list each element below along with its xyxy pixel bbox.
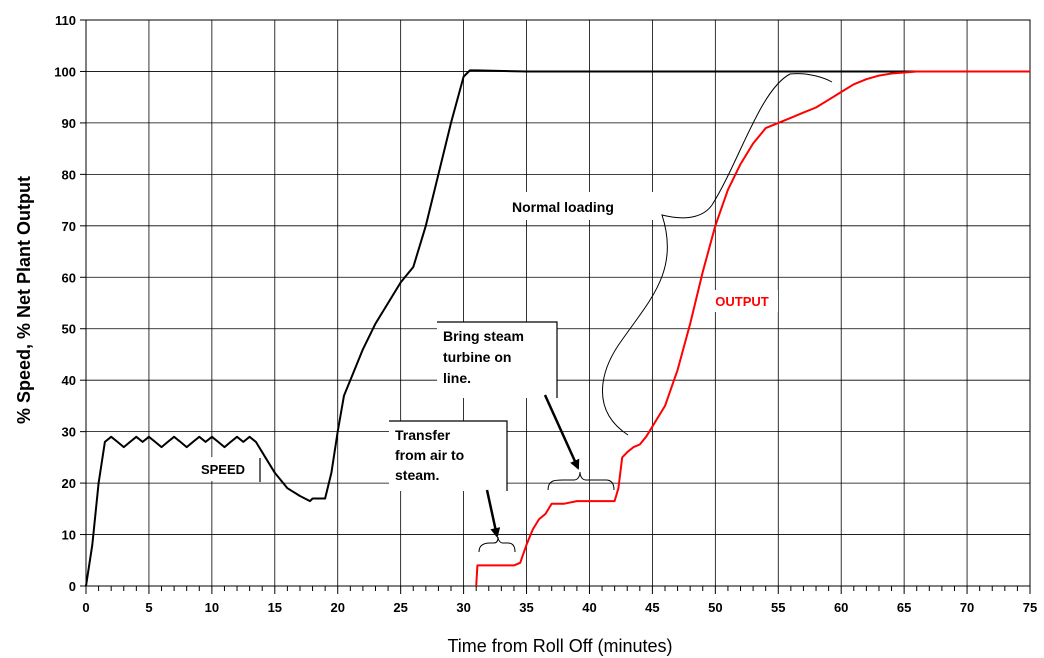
transfer-bracket bbox=[478, 536, 516, 553]
bring-steam-box-border bbox=[437, 321, 558, 398]
bring-steam-text: Bring steam bbox=[443, 328, 524, 344]
x-tick-label: 35 bbox=[519, 600, 533, 615]
y-tick-label: 20 bbox=[62, 476, 76, 491]
x-tick-label: 50 bbox=[708, 600, 722, 615]
bring-steam-box bbox=[437, 322, 557, 398]
y-axis-title: % Speed, % Net Plant Output bbox=[14, 176, 34, 424]
plot-frame bbox=[85, 19, 1031, 587]
y-tick-label: 100 bbox=[54, 64, 76, 79]
x-tick-label: 10 bbox=[205, 600, 219, 615]
y-tick-label: 30 bbox=[62, 425, 76, 440]
y-tick-label: 10 bbox=[62, 528, 76, 543]
x-tick-label: 60 bbox=[834, 600, 848, 615]
y-tick-labels: 0 10 20 30 40 50 60 70 80 90 100 110 bbox=[54, 13, 76, 594]
bring-steam-text: line. bbox=[443, 370, 471, 386]
transfer-arrow bbox=[485, 489, 501, 538]
series bbox=[85, 69, 1030, 587]
output-label-text: OUTPUT bbox=[715, 294, 769, 309]
series-output-line bbox=[475, 70, 1030, 587]
x-tick-label: 55 bbox=[771, 600, 785, 615]
x-tick-label: 25 bbox=[393, 600, 407, 615]
speed-label-text: SPEED bbox=[201, 462, 245, 477]
x-tick-label: 70 bbox=[960, 600, 974, 615]
grid bbox=[85, 19, 1031, 587]
transfer-text: steam. bbox=[395, 467, 439, 483]
x-tick-label: 20 bbox=[330, 600, 344, 615]
y-tick-label: 110 bbox=[55, 13, 76, 28]
y-tick-label: 40 bbox=[62, 373, 76, 388]
x-tick-label: 15 bbox=[268, 600, 282, 615]
y-tick-label: 80 bbox=[62, 167, 76, 182]
transfer-text: Transfer bbox=[395, 427, 451, 443]
output-label-box bbox=[706, 290, 778, 312]
x-tick-label: 0 bbox=[82, 600, 89, 615]
annotations: SPEED OUTPUT Normal loading Bring steam turb… bbox=[186, 73, 833, 553]
transfer-box-border bbox=[389, 420, 508, 491]
y-tick-label: 0 bbox=[69, 579, 76, 594]
x-axis-title: Time from Roll Off (minutes) bbox=[447, 636, 672, 656]
y-tick-label: 50 bbox=[62, 322, 76, 337]
bring-steam-bracket bbox=[547, 471, 615, 491]
y-tick-label: 70 bbox=[62, 219, 76, 234]
x-tick-label: 30 bbox=[456, 600, 470, 615]
series-speed-line bbox=[85, 69, 1030, 587]
normal-loading-text: Normal loading bbox=[512, 199, 614, 215]
bring-steam-arrow bbox=[543, 394, 580, 470]
transfer-box bbox=[389, 421, 507, 491]
x-tick-labels: 0 5 10 15 20 25 30 35 40 45 50 55 60 65 70 75 bbox=[82, 600, 1037, 615]
normal-loading-brace bbox=[602, 73, 833, 436]
x-tick-label: 75 bbox=[1023, 600, 1037, 615]
y-tick-label: 90 bbox=[62, 116, 76, 131]
normal-loading-box bbox=[505, 192, 655, 220]
transfer-text: from air to bbox=[395, 447, 464, 463]
x-tick-label: 65 bbox=[897, 600, 911, 615]
axis-ticks bbox=[80, 19, 1031, 594]
speed-label-box bbox=[186, 457, 260, 481]
x-tick-label: 45 bbox=[645, 600, 659, 615]
x-tick-label: 5 bbox=[145, 600, 152, 615]
bring-steam-text: turbine on bbox=[443, 349, 511, 365]
y-tick-label: 60 bbox=[62, 270, 76, 285]
x-tick-label: 40 bbox=[582, 600, 596, 615]
